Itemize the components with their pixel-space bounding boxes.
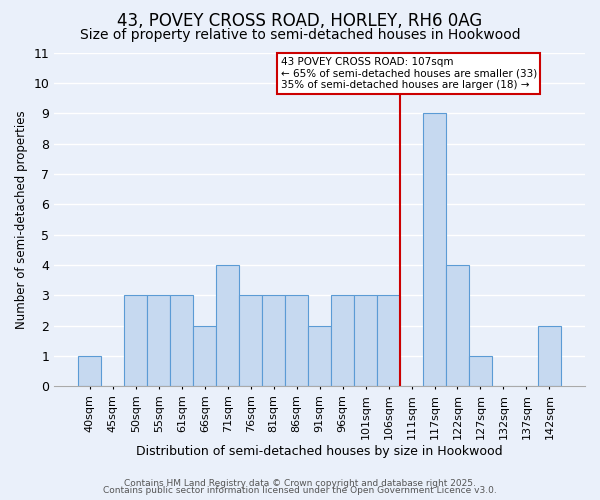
- Text: Size of property relative to semi-detached houses in Hookwood: Size of property relative to semi-detach…: [80, 28, 520, 42]
- Text: 43 POVEY CROSS ROAD: 107sqm
← 65% of semi-detached houses are smaller (33)
35% o: 43 POVEY CROSS ROAD: 107sqm ← 65% of sem…: [281, 57, 537, 90]
- Y-axis label: Number of semi-detached properties: Number of semi-detached properties: [15, 110, 28, 328]
- Bar: [446, 265, 469, 386]
- Bar: [148, 296, 170, 386]
- Bar: [170, 296, 193, 386]
- X-axis label: Distribution of semi-detached houses by size in Hookwood: Distribution of semi-detached houses by …: [136, 444, 503, 458]
- Bar: [285, 296, 308, 386]
- Bar: [124, 296, 148, 386]
- Bar: [331, 296, 354, 386]
- Bar: [423, 113, 446, 386]
- Bar: [79, 356, 101, 386]
- Bar: [354, 296, 377, 386]
- Text: Contains HM Land Registry data © Crown copyright and database right 2025.: Contains HM Land Registry data © Crown c…: [124, 478, 476, 488]
- Bar: [216, 265, 239, 386]
- Bar: [262, 296, 285, 386]
- Bar: [538, 326, 561, 386]
- Bar: [469, 356, 492, 386]
- Bar: [377, 296, 400, 386]
- Text: 43, POVEY CROSS ROAD, HORLEY, RH6 0AG: 43, POVEY CROSS ROAD, HORLEY, RH6 0AG: [118, 12, 482, 30]
- Text: Contains public sector information licensed under the Open Government Licence v3: Contains public sector information licen…: [103, 486, 497, 495]
- Bar: [239, 296, 262, 386]
- Bar: [193, 326, 216, 386]
- Bar: [308, 326, 331, 386]
